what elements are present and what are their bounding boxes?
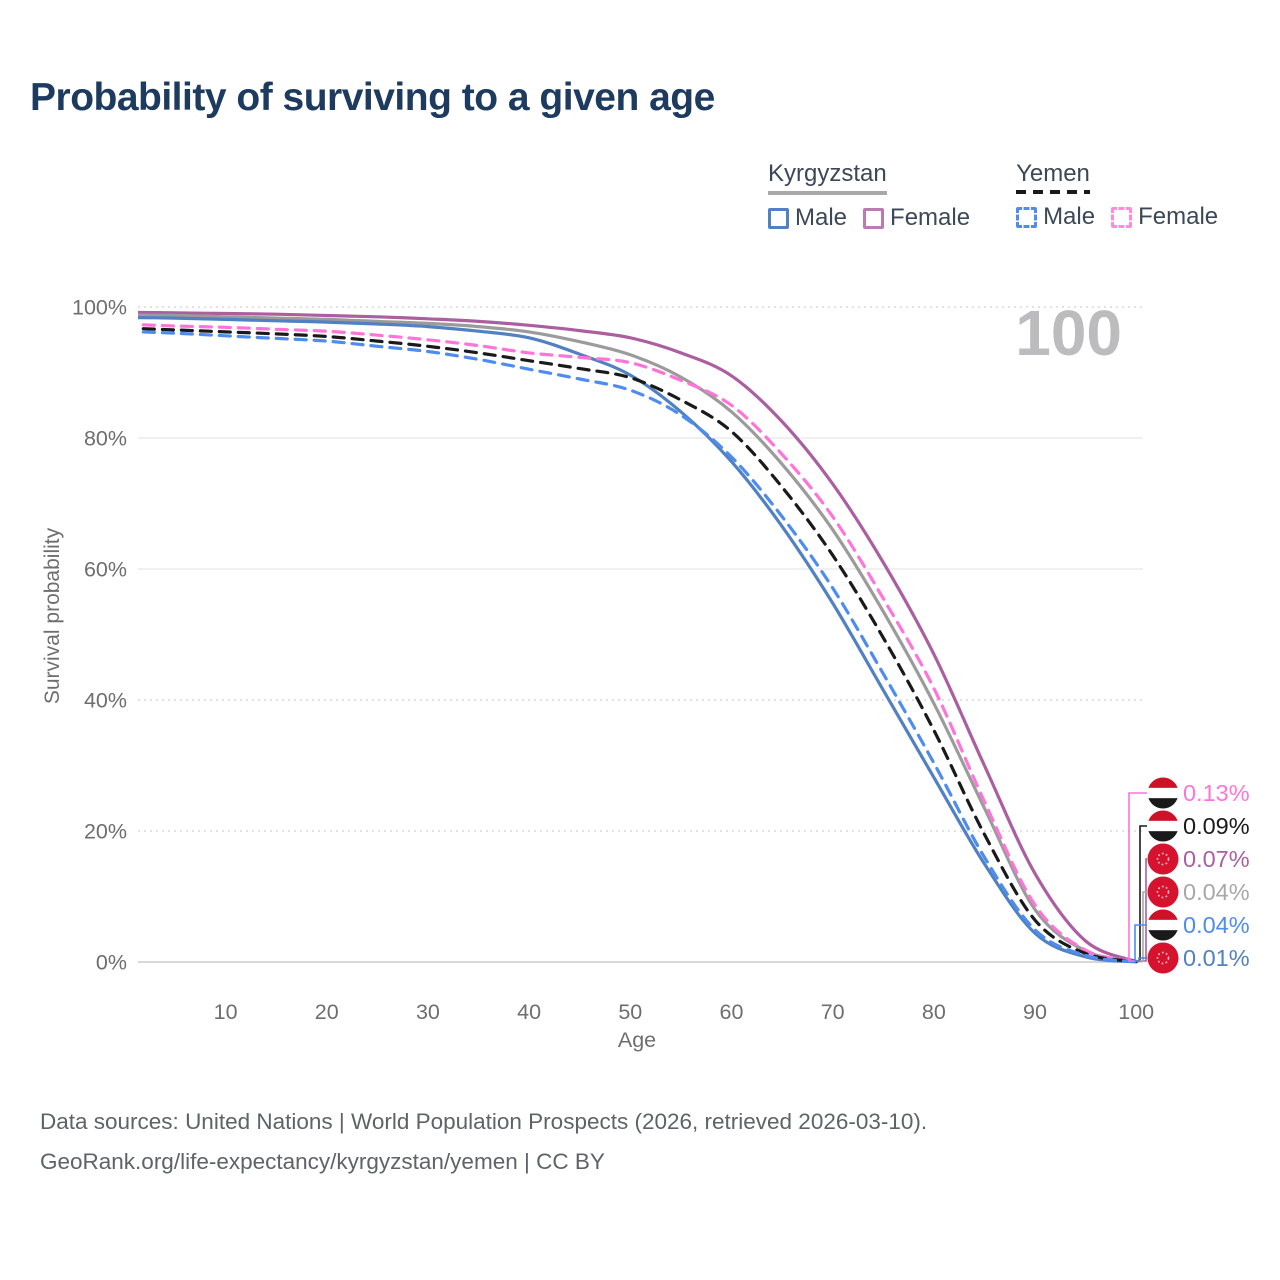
checkbox-kyrgyzstan-female-icon[interactable] [863, 207, 885, 229]
line-yemen-male[interactable] [124, 330, 1138, 964]
legend-label-yemen-female: Female [1138, 203, 1219, 230]
page-title: Probability of surviving to a given age [30, 76, 715, 119]
end-value-label-yemen-male: 0.04% [1183, 912, 1250, 938]
x-tick-label-30: 30 [416, 1000, 440, 1024]
y-tick-label-60%: 60% [84, 558, 127, 582]
end-value-label-kyrgyzstan-male: 0.01% [1183, 945, 1250, 971]
yemen-flag-icon [1147, 930, 1179, 941]
legend-label-kyrgyzstan-male: Male [795, 204, 848, 231]
kyrgyzstan-flag-emblem-icon [1156, 885, 1170, 899]
checkbox-yemen-male-icon[interactable] [1016, 206, 1038, 228]
end-value-label-kyrgyzstan-all: 0.04% [1183, 879, 1250, 905]
end-label-connector-0 [1128, 792, 1147, 962]
yemen-flag-icon [1147, 820, 1179, 832]
end-value-label-yemen-all: 0.09% [1183, 813, 1250, 839]
end-label-connector-4 [1134, 924, 1147, 962]
x-tick-label-10: 10 [214, 1000, 238, 1024]
line-kyrgyzstan-all[interactable] [124, 313, 1138, 964]
yemen-flag-icon [1147, 798, 1179, 809]
yemen-flag-icon [1147, 919, 1179, 931]
legend-group-kyrgyzstan: Kyrgyzstan Male Female [768, 160, 970, 232]
y-tick-label-40%: 40% [84, 689, 127, 713]
yemen-flag-icon [1147, 787, 1179, 799]
legend-group-yemen: Yemen Male Female [1016, 160, 1218, 232]
legend-label-yemen-male: Male [1043, 203, 1096, 230]
kyrgyzstan-flag-icon [1147, 843, 1179, 875]
x-tick-label-50: 50 [618, 1000, 642, 1024]
yemen-flag-icon [1147, 831, 1179, 842]
kyrgyzstan-flag-icon [1147, 876, 1179, 908]
end-value-label-kyrgyzstan-female: 0.07% [1183, 846, 1250, 872]
y-tick-label-20%: 20% [84, 820, 127, 844]
x-tick-label-60: 60 [720, 1000, 744, 1024]
yemen-flag-icon [1147, 810, 1179, 822]
legend: Kyrgyzstan Male Female Yemen Male [768, 160, 1218, 232]
legend-item-kyrgyzstan-female[interactable]: Female [863, 204, 970, 232]
kyrgyzstan-flag-emblem-icon [1156, 852, 1170, 866]
checkbox-kyrgyzstan-male-icon[interactable] [768, 207, 789, 229]
x-tick-label-100: 100 [1118, 1000, 1154, 1024]
line-yemen-female[interactable] [124, 322, 1138, 963]
x-tick-label-70: 70 [821, 1000, 845, 1024]
end-label-connector-2 [1136, 858, 1147, 962]
legend-row-yemen: Male Female [1016, 203, 1218, 231]
hovered-age-watermark: 100 [1015, 297, 1122, 369]
footer-attribution: GeoRank.org/life-expectancy/kyrgyzstan/y… [40, 1149, 605, 1174]
y-tick-label-0%: 0% [96, 951, 127, 975]
x-axis-title: Age [618, 1028, 656, 1052]
kyrgyzstan-flag-emblem-icon [1156, 951, 1170, 965]
legend-item-kyrgyzstan-male[interactable]: Male [768, 204, 847, 232]
x-tick-label-20: 20 [315, 1000, 339, 1024]
footer: Data sources: United Nations | World Pop… [40, 1102, 927, 1182]
line-kyrgyzstan-female[interactable] [124, 310, 1138, 964]
yemen-flag-icon [1147, 777, 1179, 789]
end-label-connector-5 [1136, 957, 1147, 962]
kyrgyzstan-flag-icon [1147, 942, 1179, 974]
yemen-flag-icon [1147, 909, 1179, 921]
line-kyrgyzstan-male[interactable] [124, 316, 1138, 964]
y-tick-label-80%: 80% [84, 427, 127, 451]
legend-row-kyrgyzstan: Male Female [768, 204, 970, 232]
footer-data-sources: Data sources: United Nations | World Pop… [40, 1109, 928, 1134]
legend-label-kyrgyzstan-female: Female [890, 204, 971, 231]
legend-item-yemen-male[interactable]: Male [1016, 203, 1095, 231]
x-tick-label-80: 80 [922, 1000, 946, 1024]
end-value-label-yemen-female: 0.13% [1183, 780, 1250, 806]
x-tick-label-40: 40 [517, 1000, 541, 1024]
legend-country-kyrgyzstan: Kyrgyzstan [768, 160, 887, 195]
line-yemen-all[interactable] [124, 326, 1138, 963]
y-tick-label-100%: 100% [72, 296, 127, 320]
legend-country-yemen: Yemen [1016, 160, 1090, 194]
x-tick-label-90: 90 [1023, 1000, 1047, 1024]
checkbox-yemen-female-icon[interactable] [1111, 206, 1133, 228]
legend-item-yemen-female[interactable]: Female [1111, 203, 1218, 231]
